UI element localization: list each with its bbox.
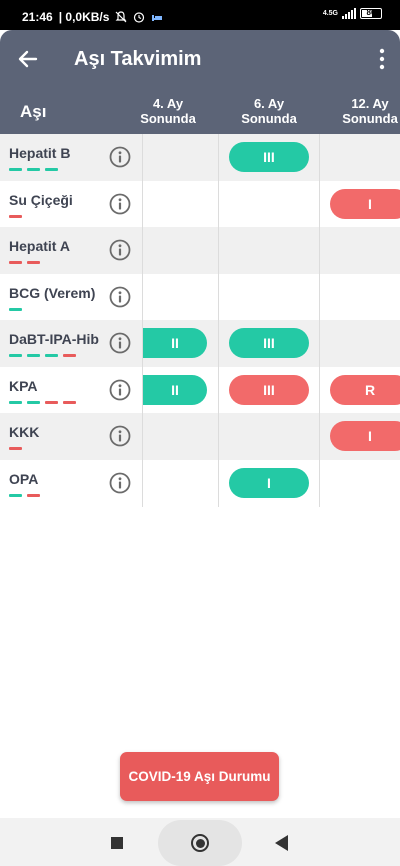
dose-dash: [27, 354, 40, 357]
page-title: Aşı Takvimim: [74, 48, 202, 70]
battery-level: 86: [366, 8, 376, 17]
dose-dash: [45, 354, 58, 357]
dose-badge[interactable]: I: [229, 467, 309, 498]
signal-icon: [342, 8, 356, 19]
dose-indicator: [9, 400, 76, 404]
table-row: KKK I: [0, 413, 400, 460]
vaccine-name: Su Çiçeği: [9, 191, 73, 208]
dose-dash: [27, 168, 40, 171]
dose-indicator: [9, 307, 22, 311]
status-time: 21:46: [22, 10, 53, 24]
dose-dash: [9, 261, 22, 264]
dose-badge[interactable]: II: [143, 374, 207, 405]
dose-badge[interactable]: R: [330, 374, 400, 405]
back-triangle-icon[interactable]: [275, 835, 288, 851]
info-icon[interactable]: [109, 425, 131, 447]
vaccine-table: Hepatit B III Su Çiçeği I Hepatit A BCG (Vere…: [0, 134, 400, 506]
info-icon[interactable]: [109, 239, 131, 261]
dose-indicator: [9, 261, 40, 264]
table-row: BCG (Verem): [0, 274, 400, 321]
vaccine-name: KKK: [9, 424, 40, 440]
info-icon[interactable]: [109, 146, 131, 168]
more-vertical-icon[interactable]: [378, 48, 386, 70]
dose-indicator: [9, 168, 58, 171]
status-net-speed: | 0,0KB/s: [58, 10, 110, 24]
dose-dash: [63, 354, 76, 357]
dose-dash: [27, 493, 40, 497]
bell-off-icon: [115, 11, 127, 23]
dose-dash: [63, 400, 76, 404]
dose-indicator: [9, 447, 22, 450]
dose-badge[interactable]: III: [229, 328, 309, 358]
battery-icon: 86: [360, 8, 382, 19]
dose-indicator: [9, 354, 76, 357]
vaccine-name: Hepatit A: [9, 238, 70, 254]
home-icon: [191, 834, 209, 852]
column-divider: [142, 134, 143, 507]
table-row: Hepatit B III: [0, 134, 400, 181]
dose-badge[interactable]: II: [143, 328, 207, 358]
column-divider: [319, 134, 320, 507]
vaccine-name: OPA: [9, 470, 39, 487]
dose-dash: [9, 447, 22, 450]
column-header-12-months: 12. Ay Sonunda: [342, 96, 398, 126]
dose-dash: [9, 493, 22, 497]
dose-dash: [27, 400, 40, 404]
dose-badge[interactable]: I: [330, 421, 400, 451]
dose-badge[interactable]: III: [229, 374, 309, 405]
table-row: Hepatit A: [0, 227, 400, 274]
dose-indicator: [9, 493, 40, 497]
vaccine-name: Hepatit B: [9, 145, 71, 161]
dose-dash: [45, 400, 58, 404]
dose-badge[interactable]: III: [229, 142, 309, 172]
dose-dash: [9, 400, 22, 404]
table-row: Su Çiçeği I: [0, 181, 400, 228]
info-icon[interactable]: [109, 332, 131, 354]
info-icon[interactable]: [109, 472, 131, 494]
dose-badge[interactable]: I: [330, 188, 400, 219]
dose-dash: [9, 168, 22, 171]
table-row: OPA I: [0, 460, 400, 507]
info-icon[interactable]: [109, 193, 131, 215]
info-icon[interactable]: [109, 286, 131, 308]
info-icon[interactable]: [109, 379, 131, 401]
dose-dash: [9, 214, 22, 218]
recents-icon[interactable]: [111, 837, 123, 849]
covid-status-button[interactable]: COVID-19 Aşı Durumu: [120, 752, 279, 801]
dose-indicator: [9, 214, 22, 218]
dose-dash: [9, 307, 22, 311]
column-header-vaccine: Aşı: [20, 102, 47, 121]
app-bar: Aşı Takvimim: [0, 30, 400, 88]
vaccine-name: DaBT-IPA-Hib: [9, 331, 99, 347]
column-header-4-months: 4. Ay Sonunda: [140, 96, 196, 126]
vaccine-name: KPA: [9, 377, 38, 394]
system-nav-bar: [0, 818, 400, 866]
dose-dash: [45, 168, 58, 171]
table-row: DaBT-IPA-Hib II III: [0, 320, 400, 367]
column-header-6-months: 6. Ay Sonunda: [241, 96, 297, 126]
home-button[interactable]: [158, 820, 242, 866]
column-divider: [218, 134, 219, 507]
dose-dash: [9, 354, 22, 357]
status-network-type: 4.5G: [322, 10, 338, 17]
bed-icon: [152, 15, 163, 21]
status-bar: 21:46 | 0,0KB/s 4.5G 86: [0, 0, 400, 30]
table-row: KPA II III R: [0, 367, 400, 414]
table-header: Aşı 4. Ay Sonunda 6. Ay Sonunda 12. Ay S…: [0, 88, 400, 134]
alarm-icon: [134, 12, 145, 23]
dose-dash: [27, 261, 40, 264]
vaccine-name: BCG (Verem): [9, 284, 96, 301]
arrow-left-icon[interactable]: [16, 47, 40, 71]
